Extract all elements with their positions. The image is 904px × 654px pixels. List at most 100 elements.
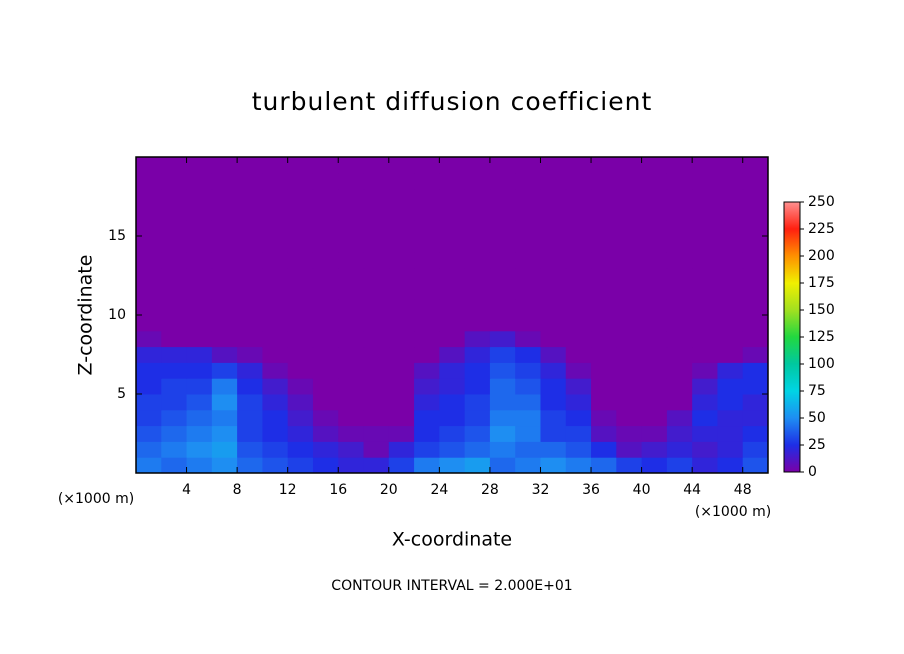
heatmap-cell [742,346,769,363]
heatmap-cell [742,267,769,284]
heatmap-cell [742,425,769,442]
heatmap-cell [363,330,390,348]
heatmap-cell [692,315,718,332]
heatmap-cell [312,315,339,332]
heatmap-cell [641,188,668,205]
heatmap-cell [338,157,365,174]
heatmap-cell [161,236,188,253]
heatmap-cell [692,425,718,442]
heatmap-cell [312,441,339,458]
heatmap-cell [666,409,693,427]
heatmap-cell [312,157,339,174]
heatmap-cell [312,283,339,300]
heatmap-cell [591,267,617,284]
heatmap-cell [540,204,567,221]
heatmap-cell [211,220,238,237]
heatmap-cell [262,315,289,332]
heatmap-cell [540,172,567,190]
heatmap-cell [211,251,238,269]
heatmap-cell [717,330,744,348]
heatmap-cell [237,220,263,237]
heatmap-cell [591,251,617,269]
heatmap-cell [312,378,339,395]
heatmap-cell [439,172,466,190]
heatmap-cell [388,172,415,190]
x-tick-label: 32 [532,482,550,498]
heatmap-cell [540,283,567,300]
heatmap-cell [464,457,491,474]
heatmap-cell [692,362,718,379]
heatmap-cell [338,330,365,348]
y-axis-label: Z-coordinate [75,255,97,376]
heatmap-cell [439,330,466,348]
heatmap-cell [666,425,693,442]
heatmap-cell [616,394,643,411]
heatmap-cell [591,157,617,174]
heatmap-cell [262,394,289,411]
heatmap-cell [666,220,693,237]
heatmap-cell [717,204,744,221]
heatmap-cell [211,425,238,442]
heatmap-cell [388,204,415,221]
heatmap-cell [742,172,769,190]
heatmap-cell [666,315,693,332]
heatmap-cell [186,299,213,316]
heatmap-cell [237,441,263,458]
heatmap-cell [363,441,390,458]
heatmap-cell [489,283,516,300]
heatmap-cell [338,220,365,237]
heatmap [136,157,769,474]
x-tick-label: 16 [329,482,347,498]
heatmap-cell [186,346,213,363]
heatmap-cell [742,220,769,237]
heatmap-cell [338,283,365,300]
heatmap-cell [717,409,744,427]
x-tick-label: 36 [582,482,600,498]
heatmap-cell [439,204,466,221]
heatmap-cell [161,378,188,395]
heatmap-cell [414,157,440,174]
heatmap-cell [262,409,289,427]
heatmap-cell [489,299,516,316]
heatmap-cell [540,315,567,332]
heatmap-cell [312,204,339,221]
heatmap-cell [439,267,466,284]
heatmap-cell [312,299,339,316]
heatmap-cell [540,251,567,269]
heatmap-cell [312,394,339,411]
heatmap-cell [363,157,390,174]
heatmap-cell [565,283,592,300]
colorbar-tick-label: 200 [808,248,835,264]
heatmap-cell [414,425,440,442]
heatmap-cell [641,362,668,379]
heatmap-cell [287,220,314,237]
heatmap-cell [262,283,289,300]
heatmap-cell [692,157,718,174]
heatmap-cell [742,378,769,395]
heatmap-cell [591,441,617,458]
heatmap-cell [641,457,668,474]
heatmap-cell [591,457,617,474]
heatmap-cell [237,236,263,253]
heatmap-cell [591,220,617,237]
heatmap-cell [136,188,162,205]
heatmap-cell [262,220,289,237]
heatmap-cell [186,172,213,190]
heatmap-cell [262,204,289,221]
heatmap-cell [237,362,263,379]
heatmap-cell [414,362,440,379]
heatmap-cell [388,441,415,458]
heatmap-cell [591,394,617,411]
heatmap-cell [742,330,769,348]
heatmap-cell [717,457,744,474]
heatmap-cell [136,394,162,411]
heatmap-cell [211,172,238,190]
heatmap-cell [515,315,541,332]
heatmap-cell [312,346,339,363]
y-unit: (×1000 m) [58,491,134,507]
heatmap-cell [312,220,339,237]
heatmap-cell [717,441,744,458]
heatmap-cell [489,441,516,458]
heatmap-cell [515,283,541,300]
